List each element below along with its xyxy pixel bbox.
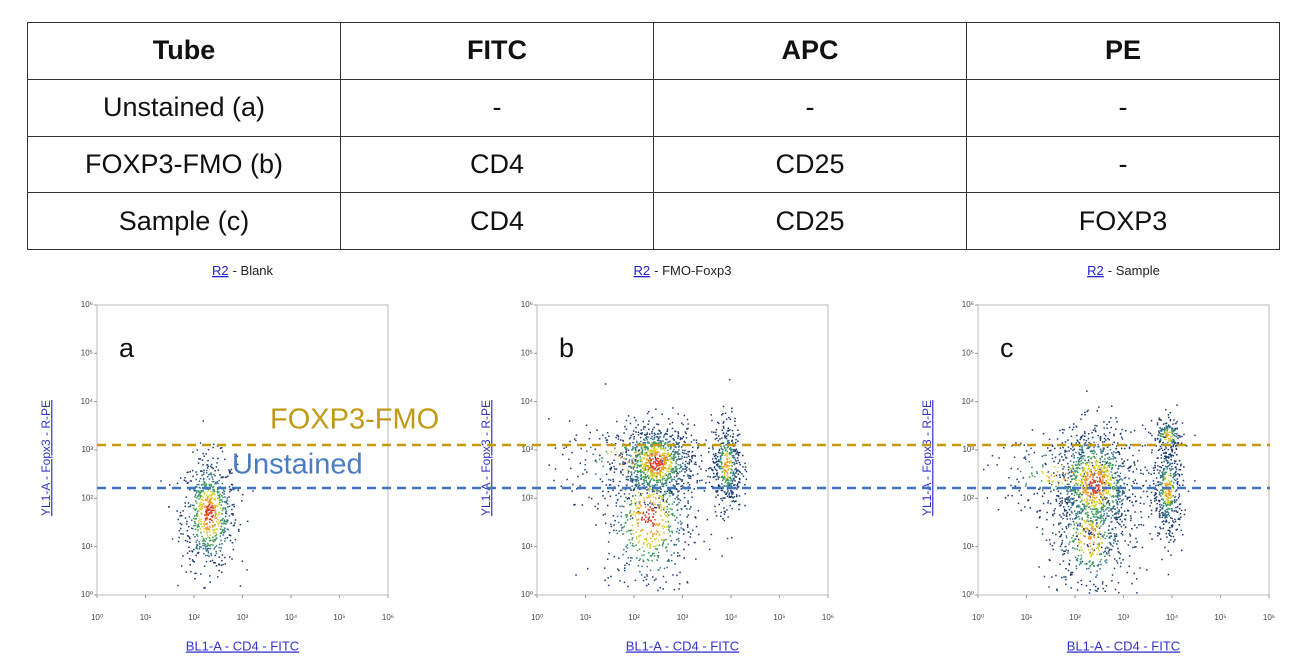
y-tick-label: 10² [81, 493, 93, 502]
plot-title-text: - FMO-Foxp3 [654, 263, 731, 278]
y-tick-label: 10¹ [81, 542, 93, 551]
x-tick-label: 10⁰ [972, 613, 984, 622]
cell: - [966, 135, 1280, 194]
cell: CD25 [653, 135, 967, 194]
plot-frame [977, 304, 1270, 596]
plot-title: R2- FMO-Foxp3 [634, 263, 732, 278]
x-tick-label: 10⁵ [333, 613, 345, 622]
x-axis-label: BL1-A - CD4 - FITC [626, 638, 739, 653]
cell: FOXP3-FMO (b) [27, 135, 341, 194]
plot-title-text: - Sample [1108, 263, 1160, 278]
row: FOXP3-FMO (b) CD4 CD25 - [27, 135, 1280, 194]
event-dots [204, 504, 215, 523]
x-tick-label: 10⁴ [1166, 613, 1179, 622]
x-tick-label: 10⁵ [773, 613, 785, 622]
cell: FOXP3 [966, 192, 1280, 250]
y-tick-label: 10⁰ [521, 590, 533, 599]
x-axis-label: BL1-A - CD4 - FITC [1067, 638, 1180, 653]
y-tick-label: 10³ [81, 445, 93, 454]
plot-link[interactable]: R2 [1087, 263, 1104, 278]
y-tick-label: 10¹ [962, 542, 974, 551]
x-tick-label: 10⁵ [1214, 613, 1226, 622]
header-cell: Tube [27, 22, 341, 80]
x-tick-label: 10⁶ [382, 613, 394, 622]
plot-title: R2 - Sample [1087, 263, 1160, 278]
cell: CD25 [653, 192, 967, 250]
x-tick-label: 10¹ [1021, 613, 1033, 622]
y-axis-label: YL1-A - Fopx3 - R-PE [39, 400, 53, 516]
y-tick-label: 10⁴ [81, 397, 94, 406]
cell: CD4 [340, 192, 654, 250]
x-tick-label: 10³ [237, 613, 249, 622]
x-tick-label: 10⁶ [822, 613, 834, 622]
event-dots [641, 457, 664, 527]
x-tick-label: 10² [1069, 613, 1081, 622]
y-tick-label: 10⁰ [81, 590, 93, 599]
plot-title: R2 - Blank [212, 263, 274, 278]
y-tick-label: 10² [962, 493, 974, 502]
header-cell: FITC [340, 22, 654, 80]
x-tick-label: 10⁶ [1263, 613, 1275, 622]
panel-letter: c [1000, 333, 1014, 363]
fmo-annotation: FOXP3-FMO [270, 404, 439, 436]
cell: - [340, 78, 654, 137]
tube-table: Tube FITC APC PE Unstained (a) - - - FOX… [27, 22, 1280, 250]
y-tick-label: 10⁵ [962, 348, 974, 357]
plot-title-text: - Blank [233, 263, 274, 278]
y-tick-label: 10⁴ [521, 397, 534, 406]
unstained-annotation: Unstained [232, 449, 363, 481]
x-tick-label: 10⁰ [531, 613, 543, 622]
y-tick-label: 10⁴ [962, 397, 975, 406]
event-dots [1019, 425, 1178, 576]
panel-letter: a [119, 333, 135, 363]
x-tick-label: 10² [188, 613, 200, 622]
event-dots [201, 497, 218, 531]
plot-link[interactable]: R2 [634, 263, 651, 278]
y-tick-label: 10³ [521, 445, 533, 454]
x-axis-label: BL1-A - CD4 - FITC [186, 638, 299, 653]
event-dots [983, 390, 1196, 594]
y-tick-label: 10¹ [521, 542, 533, 551]
x-tick-label: 10³ [677, 613, 689, 622]
event-dots [1041, 430, 1173, 558]
y-tick-label: 10⁰ [962, 590, 974, 599]
y-axis-label: YL1-A - Fopx3 - R-PE [479, 400, 493, 516]
x-tick-label: 10¹ [580, 613, 592, 622]
header-cell: APC [653, 22, 967, 80]
event-dots [1028, 428, 1175, 568]
x-tick-label: 10⁰ [91, 613, 103, 622]
event-dots [197, 490, 222, 538]
cell: Sample (c) [27, 192, 341, 250]
y-axis-label: YL1-A - Fopx3 - R-PE [920, 400, 934, 516]
event-dots [594, 441, 734, 562]
x-tick-label: 10⁴ [725, 613, 738, 622]
x-tick-label: 10⁴ [285, 613, 298, 622]
y-tick-label: 10⁵ [521, 348, 533, 357]
x-tick-label: 10³ [1118, 613, 1130, 622]
y-tick-label: 10² [521, 493, 533, 502]
y-tick-label: 10⁶ [521, 300, 533, 309]
plot-link[interactable]: R2 [212, 263, 229, 278]
y-tick-label: 10⁶ [81, 300, 93, 309]
cell: CD4 [340, 135, 654, 194]
cell: - [653, 78, 967, 137]
event-dots [607, 446, 732, 549]
y-tick-label: 10⁵ [81, 348, 93, 357]
y-tick-label: 10³ [962, 445, 974, 454]
row: Sample (c) CD4 CD25 FOXP3 [27, 192, 1280, 250]
y-tick-label: 10⁶ [962, 300, 974, 309]
x-tick-label: 10¹ [140, 613, 152, 622]
panel-letter: b [559, 333, 574, 363]
x-tick-label: 10² [628, 613, 640, 622]
